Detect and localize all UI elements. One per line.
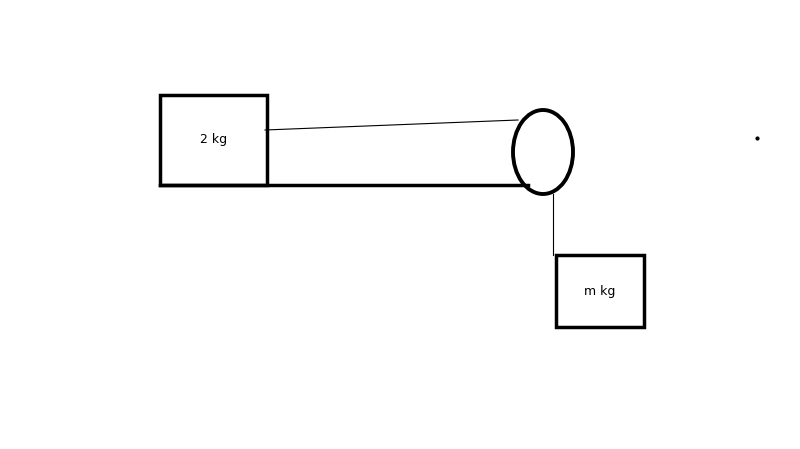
Bar [556,255,644,327]
Ellipse shape [513,110,573,194]
Bar [160,95,267,185]
Text: m kg: m kg [584,285,616,298]
Text: 2 kg: 2 kg [200,133,227,146]
